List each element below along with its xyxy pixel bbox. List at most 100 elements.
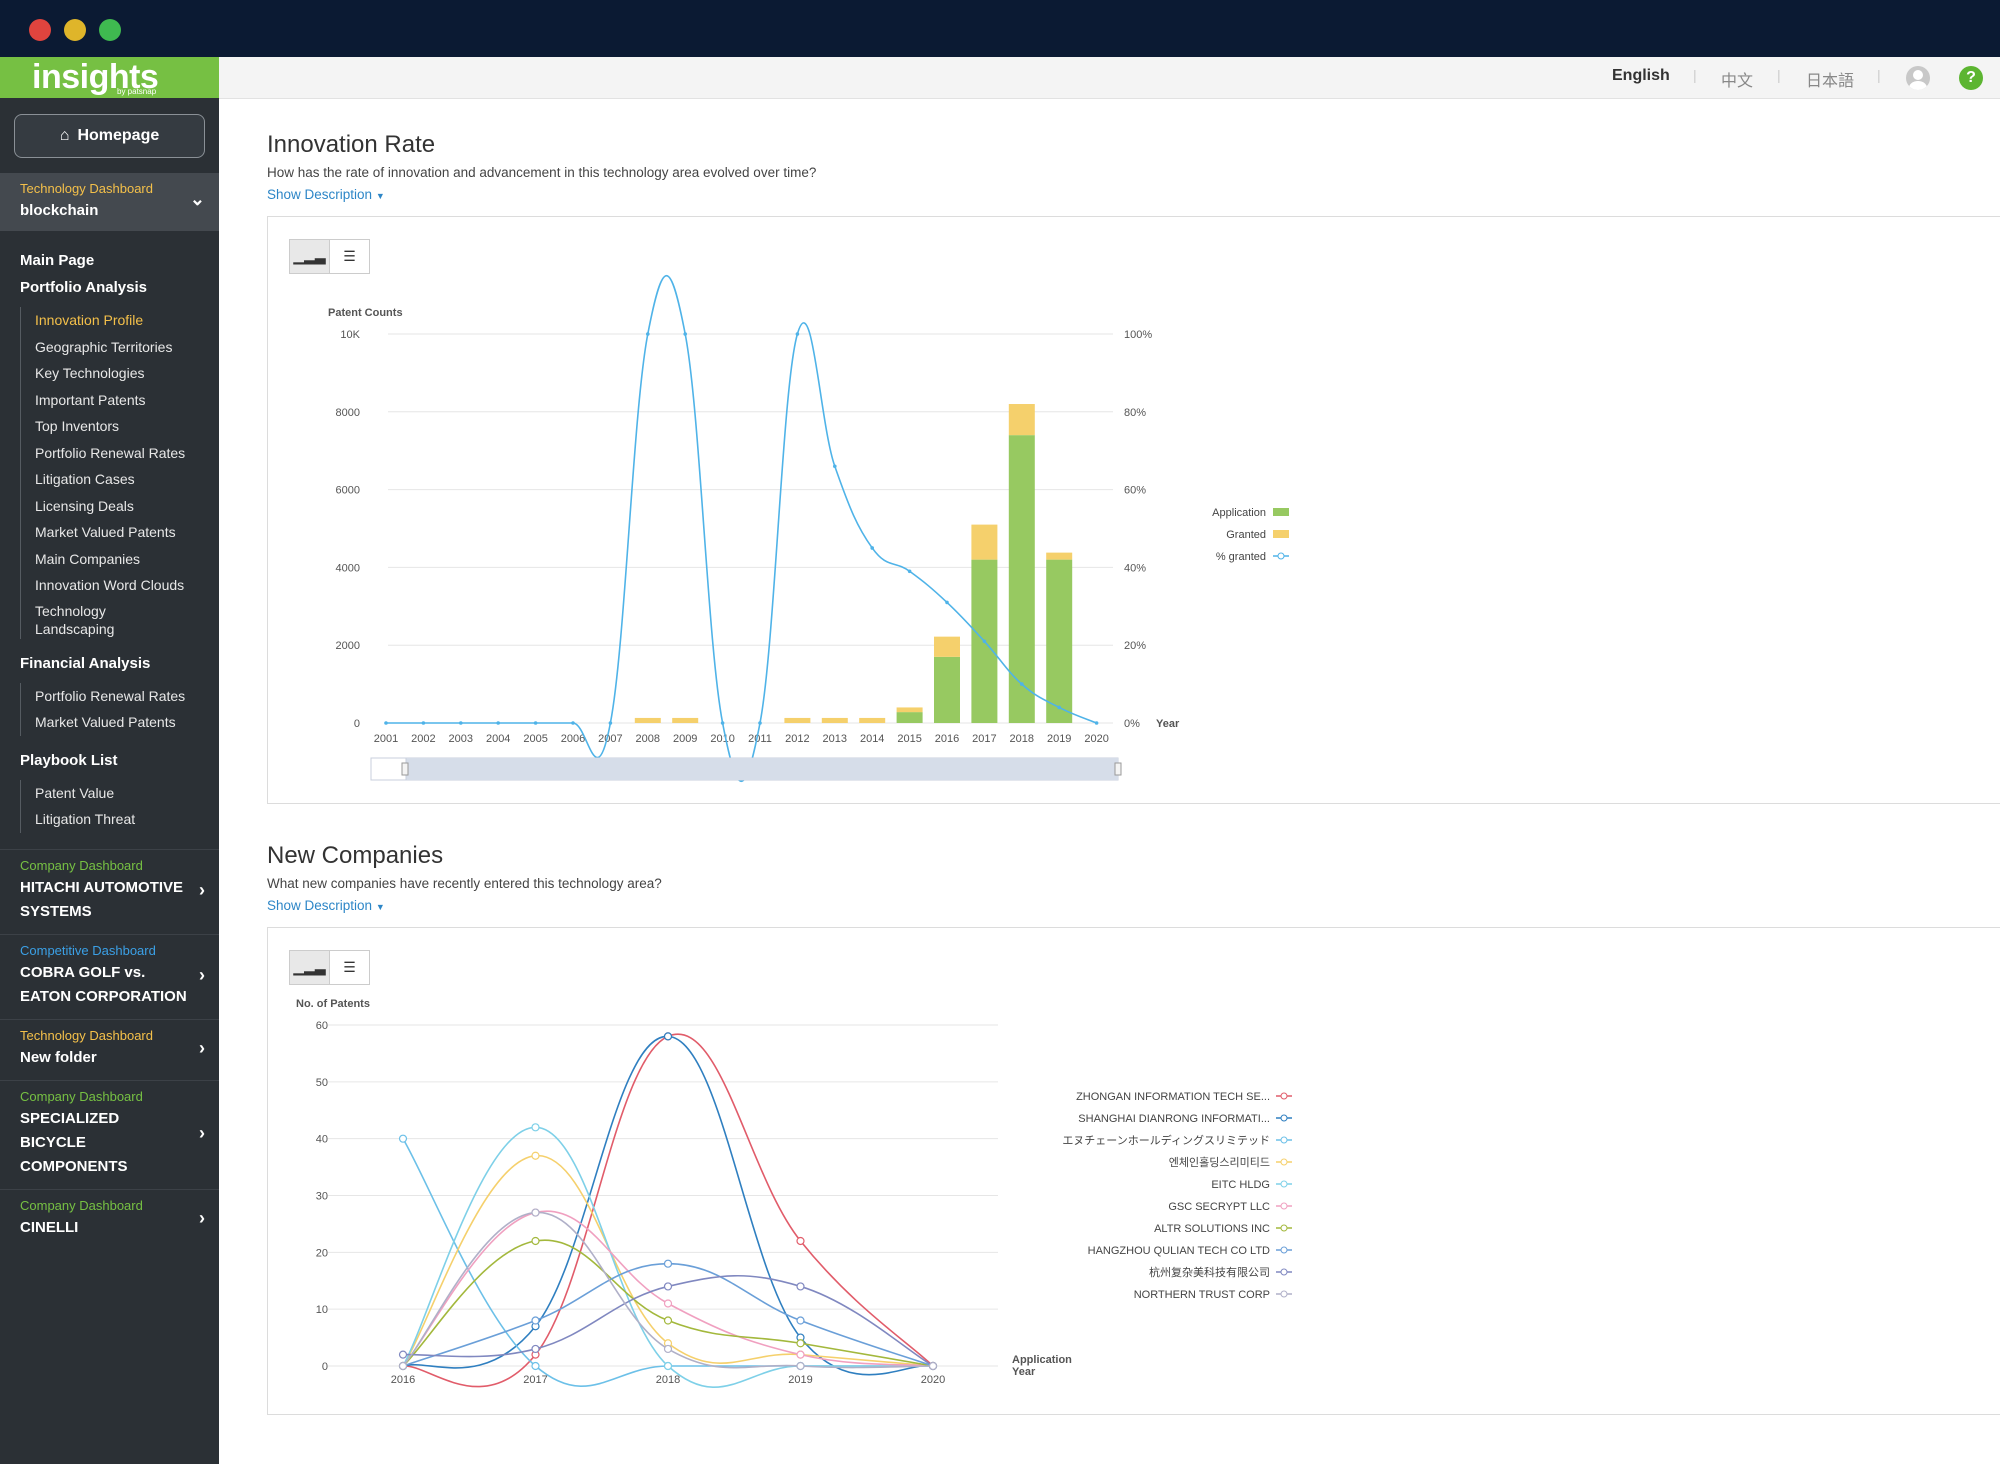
nav-item-geographic-territories[interactable]: Geographic Territories: [35, 334, 219, 361]
y2-tick-label: 60%: [1124, 485, 1146, 497]
y-tick-label: 8000: [336, 407, 360, 419]
x-tick-label: 2017: [523, 1374, 547, 1386]
homepage-button[interactable]: ⌂ Homepage: [14, 114, 205, 158]
nav-item-litigation-cases[interactable]: Litigation Cases: [35, 466, 219, 493]
x-tick-label: 2020: [921, 1374, 945, 1386]
point-percent-granted: [534, 721, 538, 725]
range-handle-right: [1115, 763, 1121, 775]
dashboard-type: Competitive Dashboard: [20, 943, 199, 958]
dashboard-link-hitachi[interactable]: Company Dashboard HITACHI AUTOMOTIVE SYS…: [0, 849, 219, 934]
legend-label: NORTHERN TRUST CORP: [1134, 1289, 1270, 1301]
x-tick-label: 2001: [374, 733, 398, 745]
bar-granted: [971, 525, 997, 560]
y-tick-label: 10: [316, 1304, 328, 1316]
y2-tick-label: 0%: [1124, 718, 1140, 730]
chevron-down-icon[interactable]: ⌄: [190, 189, 205, 210]
x-tick-label: 2018: [1010, 733, 1034, 745]
point-percent-granted: [983, 640, 987, 644]
current-tech-dashboard[interactable]: Technology Dashboard blockchain ⌄: [0, 173, 219, 231]
y-tick-label: 0: [354, 718, 360, 730]
chevron-right-icon: ›: [199, 1208, 205, 1229]
nav-portfolio-analysis[interactable]: Portfolio Analysis: [0, 274, 219, 301]
chevron-right-icon: ›: [199, 1038, 205, 1059]
lang-japanese[interactable]: 日本語: [1806, 67, 1854, 91]
x-tick-label: 2017: [972, 733, 996, 745]
nav-item-portfolio-renewal-rates[interactable]: Portfolio Renewal Rates: [35, 440, 219, 467]
nav-item-key-technologies[interactable]: Key Technologies: [35, 360, 219, 387]
playbook-list: Patent Value Litigation Threat: [20, 780, 219, 833]
lang-chinese[interactable]: 中文: [1721, 67, 1753, 91]
point-percent-granted: [683, 332, 687, 336]
x-tick-label: 2015: [897, 733, 921, 745]
series-point: [532, 1152, 539, 1159]
logo[interactable]: insights by patsnap: [0, 57, 219, 98]
x-tick-label: 2010: [710, 733, 734, 745]
innovation-show-description[interactable]: Show Description ▼: [267, 187, 385, 202]
lang-english[interactable]: English: [1612, 67, 1670, 85]
nav-item-innovation-profile[interactable]: Innovation Profile: [35, 307, 219, 334]
dashboard-link-cobra-eaton[interactable]: Competitive Dashboard COBRA GOLF vs. EAT…: [0, 934, 219, 1019]
dashboard-link-specialized[interactable]: Company Dashboard SPECIALIZED BICYCLE CO…: [0, 1080, 219, 1189]
nav-item-innovation-word-clouds[interactable]: Innovation Word Clouds: [35, 572, 219, 599]
nav-item-top-inventors[interactable]: Top Inventors: [35, 413, 219, 440]
nav-item-fin-renewal-rates[interactable]: Portfolio Renewal Rates: [35, 683, 219, 710]
divider: |: [1777, 67, 1781, 83]
x-tick-label: 2011: [748, 733, 772, 745]
nav-item-fin-market-valued[interactable]: Market Valued Patents: [35, 709, 219, 736]
bar-application: [1009, 435, 1035, 723]
legend-label: EITC HLDG: [1211, 1179, 1270, 1191]
nav-item-main-companies[interactable]: Main Companies: [35, 546, 219, 573]
caret-down-icon: ▼: [376, 902, 385, 912]
nav-item-patent-value[interactable]: Patent Value: [35, 780, 219, 807]
nav-item-technology-landscaping[interactable]: Technology Landscaping: [35, 599, 135, 639]
point-percent-granted: [945, 601, 949, 605]
legend-swatch-point: [1281, 1203, 1287, 1209]
series-point: [532, 1124, 539, 1131]
new-companies-title: New Companies: [267, 842, 443, 870]
help-icon[interactable]: ?: [1959, 66, 1983, 90]
divider: |: [1693, 67, 1697, 83]
home-icon: ⌂: [60, 127, 70, 145]
innovation-rate-chart: Patent Counts0200040006000800010K0%20%40…: [268, 217, 1368, 797]
y-tick-label: 30: [316, 1191, 328, 1203]
series-point: [797, 1340, 804, 1347]
x-tick-label: 2007: [598, 733, 622, 745]
nav-playbook-list[interactable]: Playbook List: [0, 748, 219, 774]
point-percent-granted: [496, 721, 500, 725]
y-axis-label: Patent Counts: [328, 307, 403, 319]
series-point: [665, 1345, 672, 1352]
nav-financial-analysis[interactable]: Financial Analysis: [0, 651, 219, 677]
x-tick-label: 2004: [486, 733, 510, 745]
y2-tick-label: 40%: [1124, 562, 1146, 574]
companies-show-description[interactable]: Show Description ▼: [267, 898, 385, 913]
portfolio-list: Innovation Profile Geographic Territorie…: [20, 307, 219, 639]
x-tick-label: 2008: [636, 733, 660, 745]
legend-swatch-point: [1281, 1093, 1287, 1099]
dashboard-link-cinelli[interactable]: Company Dashboard CINELLI ›: [0, 1189, 219, 1250]
dashboard-type: Company Dashboard: [20, 1089, 199, 1104]
legend-label: ALTR SOLUTIONS INC: [1154, 1223, 1270, 1235]
series-point: [797, 1283, 804, 1290]
minimize-window-button[interactable]: [64, 19, 86, 41]
dashboard-link-new-folder[interactable]: Technology Dashboard New folder ›: [0, 1019, 219, 1080]
legend-swatch: [1273, 508, 1289, 516]
nav-main-page[interactable]: Main Page: [0, 247, 219, 274]
nav-item-licensing-deals[interactable]: Licensing Deals: [35, 493, 219, 520]
close-window-button[interactable]: [29, 19, 51, 41]
nav-item-litigation-threat[interactable]: Litigation Threat: [35, 806, 219, 833]
x-axis-label: Application: [1012, 1354, 1072, 1366]
nav-item-important-patents[interactable]: Important Patents: [35, 387, 219, 414]
maximize-window-button[interactable]: [99, 19, 121, 41]
point-percent-granted: [422, 721, 426, 725]
y2-tick-label: 100%: [1124, 329, 1152, 341]
legend-label: エヌチェーンホールディングスリミテッド: [1062, 1133, 1270, 1147]
point-percent-granted: [571, 721, 575, 725]
x-tick-label: 2016: [391, 1374, 415, 1386]
nav-item-market-valued-patents[interactable]: Market Valued Patents: [35, 519, 219, 546]
series-point: [797, 1363, 804, 1370]
innovation-chart-panel: ▁▂▃ ☰ Patent Counts0200040006000800010K0…: [267, 216, 2000, 804]
range-handle-left: [402, 763, 408, 775]
user-avatar-icon[interactable]: [1906, 66, 1930, 90]
x-tick-label: 2005: [523, 733, 547, 745]
series-point: [665, 1317, 672, 1324]
